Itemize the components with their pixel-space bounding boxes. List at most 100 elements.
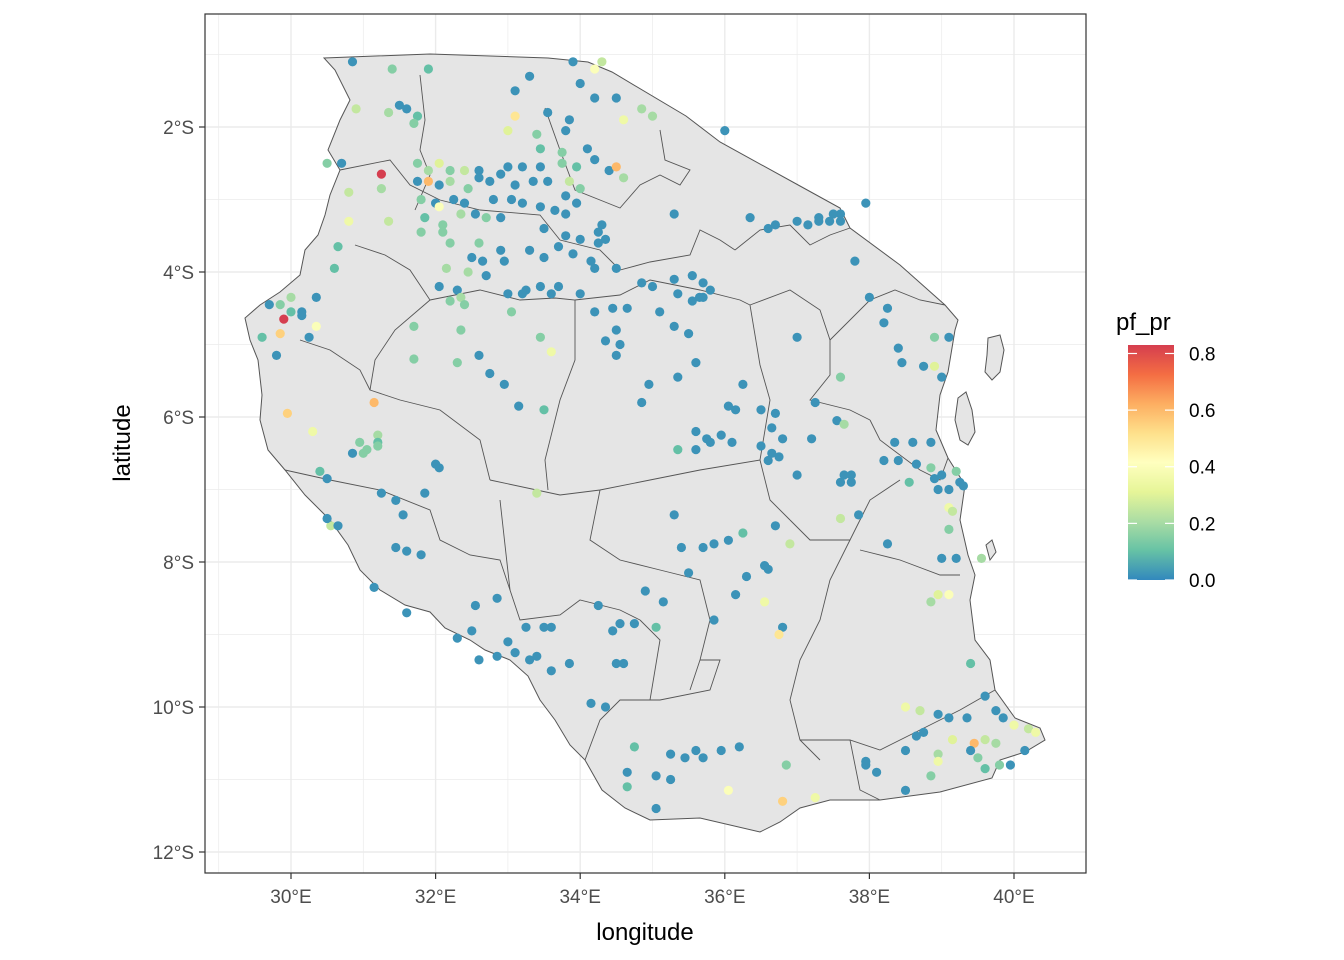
- survey-point: [600, 702, 611, 712]
- survey-point: [355, 437, 365, 447]
- survey-point: [846, 477, 856, 487]
- survey-point: [879, 318, 889, 328]
- survey-point: [814, 213, 824, 223]
- region-boundary: [414, 74, 431, 211]
- survey-point: [676, 542, 687, 553]
- survey-point: [304, 332, 314, 342]
- survey-point: [496, 213, 506, 223]
- survey-point: [510, 86, 520, 96]
- islands: [954, 334, 1005, 562]
- survey-point: [550, 205, 560, 215]
- survey-point: [731, 405, 741, 415]
- survey-point: [774, 629, 784, 640]
- survey-point: [738, 379, 748, 389]
- survey-point: [619, 658, 629, 669]
- survey-point: [900, 745, 911, 756]
- survey-point: [944, 332, 954, 342]
- survey-point: [409, 354, 419, 364]
- survey-point: [644, 379, 654, 389]
- survey-point: [402, 104, 412, 114]
- region-boundary: [284, 469, 511, 591]
- survey-point: [900, 702, 911, 712]
- survey-point: [673, 372, 683, 382]
- survey-point: [572, 198, 582, 208]
- survey-point: [951, 466, 961, 476]
- survey-point: [637, 278, 647, 288]
- survey-point: [402, 608, 412, 618]
- survey-point: [673, 289, 683, 299]
- survey-point: [850, 256, 860, 266]
- survey-point: [326, 521, 336, 531]
- survey-points: [257, 57, 1041, 814]
- survey-point: [604, 165, 614, 176]
- survey-point: [947, 735, 958, 745]
- survey-point: [622, 782, 632, 792]
- survey-point: [727, 437, 737, 447]
- survey-point: [532, 129, 542, 139]
- survey-point: [611, 325, 621, 335]
- survey-point: [459, 300, 470, 310]
- survey-point: [459, 198, 470, 208]
- survey-point: [861, 756, 871, 767]
- survey-point: [973, 753, 983, 763]
- plot-panel: [204, 13, 1087, 874]
- survey-point: [445, 238, 455, 248]
- survey-point: [919, 361, 929, 371]
- survey-point: [358, 448, 368, 458]
- region-boundary: [734, 224, 851, 251]
- survey-point: [499, 379, 509, 389]
- survey-point: [452, 633, 462, 643]
- survey-point: [698, 292, 708, 302]
- survey-point: [347, 57, 358, 67]
- survey-point: [958, 481, 969, 491]
- survey-point: [445, 165, 455, 176]
- survey-point: [933, 484, 943, 495]
- survey-point: [835, 513, 846, 524]
- survey-point: [568, 249, 578, 259]
- survey-point: [647, 111, 658, 121]
- legend-label: 0.0: [1189, 571, 1215, 592]
- survey-point: [510, 111, 520, 121]
- survey-point: [608, 626, 618, 636]
- survey-point: [933, 756, 943, 767]
- survey-point: [329, 263, 339, 273]
- survey-point: [557, 158, 567, 168]
- tanzania-boundary: [244, 53, 1046, 833]
- survey-point: [915, 706, 925, 716]
- survey-point: [412, 176, 423, 186]
- survey-point: [593, 600, 603, 611]
- survey-point: [416, 194, 426, 205]
- legend-label: 0.6: [1189, 401, 1215, 422]
- survey-point: [966, 745, 976, 756]
- survey-point: [275, 300, 285, 310]
- survey-point: [980, 691, 990, 701]
- survey-point: [582, 144, 593, 154]
- survey-point: [944, 524, 954, 535]
- survey-point: [810, 397, 820, 408]
- survey-point: [723, 535, 734, 545]
- survey-point: [608, 303, 618, 313]
- survey-point: [709, 539, 719, 549]
- survey-point: [944, 484, 954, 495]
- survey-point: [470, 209, 480, 219]
- survey-point: [586, 256, 596, 266]
- country-outline: [244, 53, 1046, 833]
- survey-point: [308, 426, 318, 437]
- survey-point: [684, 329, 694, 339]
- survey-point: [723, 401, 734, 411]
- survey-point: [376, 169, 386, 179]
- survey-point: [257, 332, 267, 342]
- survey-point: [535, 332, 546, 342]
- survey-point: [593, 227, 603, 237]
- survey-point: [994, 760, 1005, 770]
- survey-point: [286, 292, 296, 302]
- legend-label: 0.4: [1189, 458, 1216, 479]
- survey-point: [532, 488, 542, 498]
- survey-point: [839, 419, 849, 429]
- survey-point: [557, 147, 567, 157]
- region-boundary: [639, 619, 661, 701]
- survey-point: [767, 423, 777, 433]
- survey-point: [517, 198, 528, 208]
- survey-point: [474, 173, 484, 183]
